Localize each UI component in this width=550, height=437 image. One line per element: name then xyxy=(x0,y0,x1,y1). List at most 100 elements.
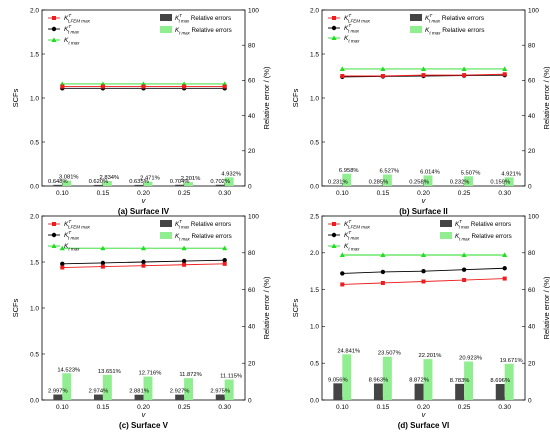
kt1-series-point xyxy=(182,259,186,263)
bar-dark xyxy=(455,384,464,400)
y-axis-right-title: Relative error / (%) xyxy=(262,276,271,339)
panel-title: (b) Surface II xyxy=(399,207,447,216)
left-tick-label: 1.5 xyxy=(30,259,39,266)
bar-light-label: 12.716% xyxy=(139,371,162,377)
bar-dark-label: 0.159% xyxy=(490,180,510,186)
bar-dark-label: 2.927% xyxy=(170,389,190,395)
left-tick-label: 1.0 xyxy=(30,305,39,312)
left-tick-label: 1.5 xyxy=(310,51,319,58)
left-tick-label: 0.5 xyxy=(310,139,319,146)
left-tick-label: 2.0 xyxy=(310,250,319,257)
fem-series-point xyxy=(182,263,186,267)
left-tick-label: 2.0 xyxy=(30,7,39,14)
bar-light-label: 5.507% xyxy=(461,170,481,176)
kt1-series-point xyxy=(503,266,507,270)
legend-kt-label: Kt max xyxy=(64,37,80,46)
bar-light-label: 11.872% xyxy=(179,372,201,378)
legend-fem-swatch-marker xyxy=(332,222,336,226)
x-tick-label: 0.15 xyxy=(377,190,390,197)
kt1-series-point xyxy=(340,271,344,275)
legend-light-label: Kt max Relative errors xyxy=(425,27,485,36)
x-tick-label: 0.15 xyxy=(97,190,110,197)
bar-light-label: 13.651% xyxy=(98,369,121,375)
bar-light-label: 22.201% xyxy=(419,353,442,359)
bar-dark xyxy=(53,394,62,400)
right-tick-label: 20 xyxy=(248,148,256,155)
bar-dark xyxy=(135,185,144,186)
bar-dark-label: 8.783% xyxy=(450,378,470,384)
bar-light-label: 24.841% xyxy=(337,348,360,354)
right-tick-label: 100 xyxy=(248,213,259,220)
panel-title: (a) Surface IV xyxy=(118,207,170,216)
right-tick-label: 80 xyxy=(528,250,536,257)
legend-light-label: Kt max Relative errors xyxy=(175,233,232,242)
x-tick-label: 0.25 xyxy=(458,404,471,411)
legend-light-label: Kt max Relative errors xyxy=(455,233,512,242)
x-axis-title: v xyxy=(142,196,147,205)
bar-dark xyxy=(175,185,184,186)
bar-dark xyxy=(374,384,383,400)
y-axis-right-title: Relative error / (%) xyxy=(262,66,271,129)
right-tick-label: 100 xyxy=(528,7,539,14)
bar-dark-label: 2.881% xyxy=(129,389,149,395)
right-tick-label: 80 xyxy=(248,250,256,257)
bar-dark-label: 0.702% xyxy=(210,179,230,185)
bar-light-label: 4.921% xyxy=(501,171,521,177)
left-tick-label: 0.0 xyxy=(310,397,319,404)
fem-series-point xyxy=(422,280,426,284)
left-tick-label: 1.0 xyxy=(310,324,319,331)
fem-series-point xyxy=(462,73,466,77)
y-axis-left-title: SCFs xyxy=(291,88,300,107)
bar-light-label: 19.671% xyxy=(500,358,523,364)
right-tick-label: 20 xyxy=(528,361,536,368)
x-tick-label: 0.15 xyxy=(97,404,110,411)
x-tick-label: 0.30 xyxy=(218,404,231,411)
bar-dark xyxy=(333,383,342,400)
bar-dark xyxy=(94,395,103,400)
bar-dark-label: 8.696% xyxy=(490,378,510,384)
y-axis-left-title: SCFs xyxy=(11,298,20,317)
legend-fem-swatch-marker xyxy=(52,16,56,20)
bar-dark-label: 0.258% xyxy=(409,180,429,186)
left-tick-label: 2.0 xyxy=(30,213,39,220)
bar-dark-label: 8.963% xyxy=(369,378,389,384)
legend-kt1-swatch-marker xyxy=(332,26,336,30)
legend-kt1-swatch-marker xyxy=(52,233,56,237)
y-axis-left-title: SCFs xyxy=(291,298,300,317)
kt1-series-point xyxy=(381,270,385,274)
x-tick-label: 0.10 xyxy=(56,404,69,411)
bar-dark xyxy=(175,395,184,400)
bar-dark-label: 0.231% xyxy=(328,180,348,186)
panel-title: (c) Surface V xyxy=(119,421,169,430)
right-tick-label: 0 xyxy=(528,183,532,190)
x-tick-label: 0.10 xyxy=(336,404,349,411)
bar-light-label: 4.932% xyxy=(221,171,241,177)
right-tick-label: 20 xyxy=(528,148,536,155)
left-tick-label: 0.5 xyxy=(30,351,39,358)
fem-series-point xyxy=(462,278,466,282)
left-tick-label: 0.5 xyxy=(310,361,319,368)
x-tick-label: 0.30 xyxy=(218,190,231,197)
x-axis-title: v xyxy=(422,196,427,205)
right-tick-label: 0 xyxy=(248,183,252,190)
left-tick-label: 1.5 xyxy=(310,287,319,294)
fem-series-point xyxy=(223,85,227,89)
left-tick-label: 0.0 xyxy=(30,183,39,190)
legend-light-swatch xyxy=(410,26,422,33)
bar-dark-label: 0.285% xyxy=(369,179,389,185)
legend-kt1-swatch-marker xyxy=(332,233,336,237)
left-tick-label: 1.0 xyxy=(30,95,39,102)
fem-series-point xyxy=(142,264,146,268)
y-axis-right-title: Relative error / (%) xyxy=(542,66,550,129)
bar-light-label: 23.507% xyxy=(378,351,401,357)
